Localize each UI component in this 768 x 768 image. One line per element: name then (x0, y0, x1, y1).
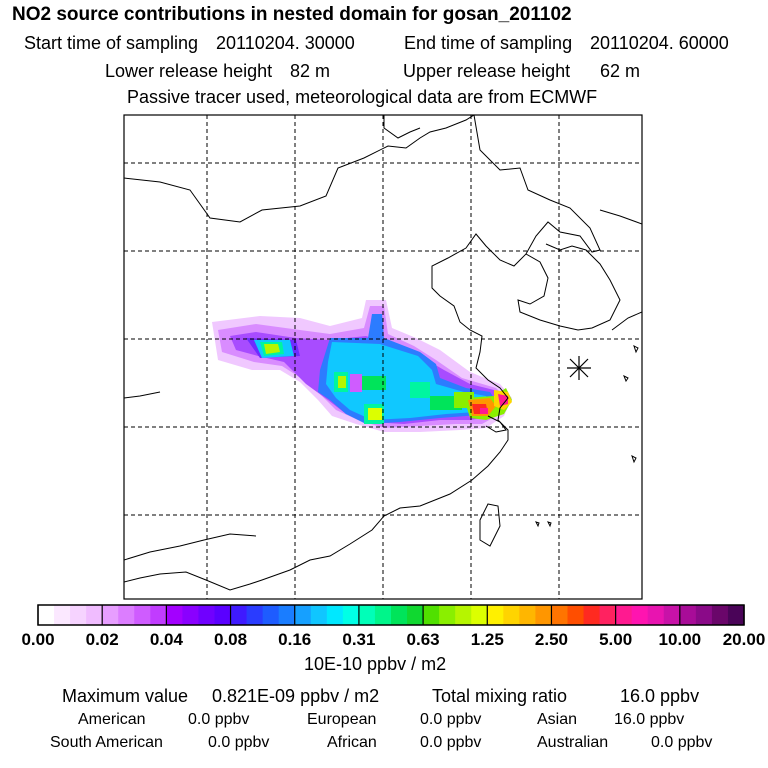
colorbar-swatch (407, 605, 424, 625)
colorbar-swatch (423, 605, 440, 625)
total-mixing-label: Total mixing ratio (432, 686, 568, 706)
colorbar-tick-label: 0.31 (342, 630, 376, 649)
start-time-label: Start time of sampling (24, 33, 199, 53)
region-european-value: 0.0 ppbv (420, 711, 482, 728)
colorbar-swatch (519, 605, 537, 625)
colorbar-swatch (631, 605, 649, 625)
colorbar-tick-label: 1.25 (470, 630, 504, 649)
colorbar-swatch (38, 605, 55, 625)
tracer-note: Passive tracer used, meteorological data… (127, 87, 598, 107)
upper-height-label: Upper release height (403, 61, 571, 81)
colorbar (37, 604, 745, 626)
colorbar-frame (37, 604, 745, 626)
map-frame (123, 114, 643, 600)
colorbar-swatch (166, 605, 184, 625)
end-time-value: 20110204. 60000 (590, 33, 729, 53)
colorbar-swatch (246, 605, 264, 625)
colorbar-swatch (294, 605, 312, 625)
map-gridlines (124, 115, 642, 599)
colorbar-tick-label: 0.00 (21, 630, 55, 649)
colorbar-swatch (230, 605, 248, 625)
region-asian-value: 16.0 ppbv (614, 711, 685, 728)
colorbar-swatch (599, 605, 617, 625)
colorbar-unit: 10E-10 ppbv / m2 (304, 654, 447, 674)
coastlines (124, 115, 642, 591)
colorbar-swatch (439, 605, 456, 625)
colorbar-swatch (70, 605, 87, 625)
region-australian-label: Australian (537, 734, 609, 751)
colorbar-swatch (54, 605, 71, 625)
colorbar-swatch (102, 605, 119, 625)
region-american-value: 0.0 ppbv (188, 711, 250, 728)
colorbar-tick-label: 0.04 (149, 630, 183, 649)
colorbar-tick-label: 0.16 (278, 630, 312, 649)
receptor-asterisk-marker (567, 356, 591, 380)
colorbar-swatch (663, 605, 681, 625)
colorbar-swatch (342, 605, 360, 625)
region-african-value: 0.0 ppbv (420, 734, 482, 751)
colorbar-tick-label: 0.08 (213, 630, 248, 649)
colorbar-swatch (150, 605, 167, 625)
colorbar-swatch (118, 605, 135, 625)
colorbar-swatch (615, 605, 633, 625)
region-south-american-value: 0.0 ppbv (208, 734, 270, 751)
colorbar-swatch (278, 605, 296, 625)
colorbar-tick-label: 2.50 (534, 630, 568, 649)
colorbar-swatch (262, 605, 280, 625)
region-asian-label: Asian (537, 711, 578, 728)
lower-height-value: 82 m (290, 61, 331, 81)
region-australian-value: 0.0 ppbv (651, 734, 713, 751)
colorbar-swatch (134, 605, 151, 625)
max-value-label: Maximum value (62, 686, 189, 706)
colorbar-swatch (695, 605, 713, 625)
colorbar-swatch (374, 605, 392, 625)
colorbar-swatch (567, 605, 585, 625)
colorbar-swatch (391, 605, 408, 625)
colorbar-swatch (358, 605, 376, 625)
colorbar-swatch (727, 605, 745, 625)
map-title: NO2 source contributions in nested domai… (12, 4, 572, 25)
colorbar-swatch (214, 605, 232, 625)
upper-height-value: 62 m (600, 61, 641, 81)
colorbar-swatch (535, 605, 553, 625)
colorbar-tick-label: 10.00 (658, 630, 702, 649)
colorbar-swatch (551, 605, 569, 625)
total-mixing-value: 16.0 ppbv (620, 686, 700, 706)
colorbar-swatch (198, 605, 216, 625)
colorbar-tick-label: 0.63 (406, 630, 440, 649)
colorbar-swatch (583, 605, 601, 625)
colorbar-tick-label: 5.00 (599, 630, 633, 649)
region-european-label: European (307, 711, 377, 728)
max-value: 0.821E-09 ppbv / m2 (212, 686, 380, 706)
colorbar-swatch (487, 605, 504, 625)
start-time-value: 20110204. 30000 (216, 33, 355, 53)
colorbar-swatch (471, 605, 488, 625)
region-south-american-label: South American (50, 734, 163, 751)
colorbar-swatch (326, 605, 344, 625)
end-time-label: End time of sampling (404, 33, 573, 53)
colorbar-swatch (679, 605, 697, 625)
region-american-label: American (78, 711, 146, 728)
colorbar-swatch (86, 605, 103, 625)
colorbar-swatch (647, 605, 665, 625)
concentration-field (212, 300, 512, 432)
colorbar-swatch (455, 605, 472, 625)
colorbar-tick-label: 0.02 (85, 630, 119, 649)
colorbar-swatch (182, 605, 200, 625)
colorbar-swatch (711, 605, 729, 625)
colorbar-tick-label: 20.00 (722, 630, 766, 649)
lower-height-label: Lower release height (105, 61, 273, 81)
colorbar-swatch (310, 605, 328, 625)
region-african-label: African (327, 734, 377, 751)
colorbar-swatch (503, 605, 520, 625)
